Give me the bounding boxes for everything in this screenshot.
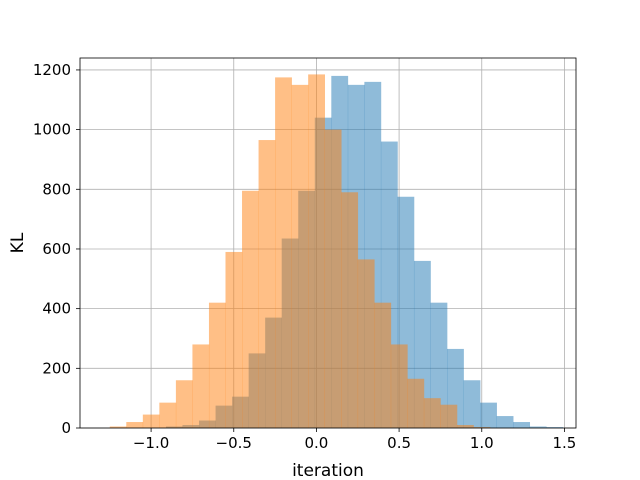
histogram-bar xyxy=(275,77,292,428)
axis-ticks: −1.0 −0.5 0.0 0.5 1.0 1.5 0 200 400 600 800 1000 120… xyxy=(33,61,577,452)
histogram-bar xyxy=(513,422,531,428)
histogram-bar xyxy=(142,414,160,428)
histogram-bar xyxy=(175,380,193,428)
histogram-bar xyxy=(126,422,144,428)
histogram-bar xyxy=(308,74,325,429)
histogram-bar xyxy=(258,140,276,428)
histogram-bar xyxy=(480,402,497,428)
histogram-bar xyxy=(456,425,474,428)
x-axis-label: iteration xyxy=(292,461,364,480)
histogram-bars xyxy=(109,74,564,429)
histogram-bar xyxy=(546,427,564,428)
histogram-bar xyxy=(341,192,359,428)
histogram-bar xyxy=(374,302,392,428)
y-tick-label: 800 xyxy=(42,180,71,198)
x-tick-label: 1.0 xyxy=(470,434,494,452)
histogram-bar xyxy=(357,259,375,428)
plot-frame xyxy=(79,57,577,429)
histogram-bar xyxy=(159,402,177,428)
x-tick-label: −1.0 xyxy=(133,434,169,452)
histogram-bar xyxy=(496,416,514,428)
x-tick-label: 1.5 xyxy=(552,434,576,452)
y-axis-label: KL xyxy=(8,232,28,253)
y-tick-label: 0 xyxy=(61,419,71,437)
histogram-bar xyxy=(109,426,127,428)
y-tick-label: 1200 xyxy=(33,61,71,79)
histogram-bar xyxy=(407,378,425,428)
y-tick-label: 600 xyxy=(42,240,71,258)
x-tick-label: 0.5 xyxy=(387,434,411,452)
x-tick-label: 0.0 xyxy=(304,434,328,452)
histogram-bar xyxy=(463,380,481,428)
histogram-bar xyxy=(324,129,342,428)
x-tick-label: −0.5 xyxy=(216,434,252,452)
histogram-bar xyxy=(192,344,210,428)
histogram-bar xyxy=(440,404,458,428)
histogram-bar xyxy=(225,251,243,428)
histogram-bar xyxy=(208,302,226,428)
histogram-bar xyxy=(390,344,408,428)
histogram-bar xyxy=(291,84,309,429)
histogram-bar xyxy=(242,190,259,428)
histogram-bar xyxy=(529,426,547,428)
y-tick-label: 400 xyxy=(42,300,71,318)
histogram-bar xyxy=(423,398,441,428)
histogram-bar xyxy=(473,427,491,428)
y-tick-label: 200 xyxy=(42,359,71,377)
y-tick-label: 1000 xyxy=(33,121,71,139)
histogram-bar xyxy=(430,302,448,428)
